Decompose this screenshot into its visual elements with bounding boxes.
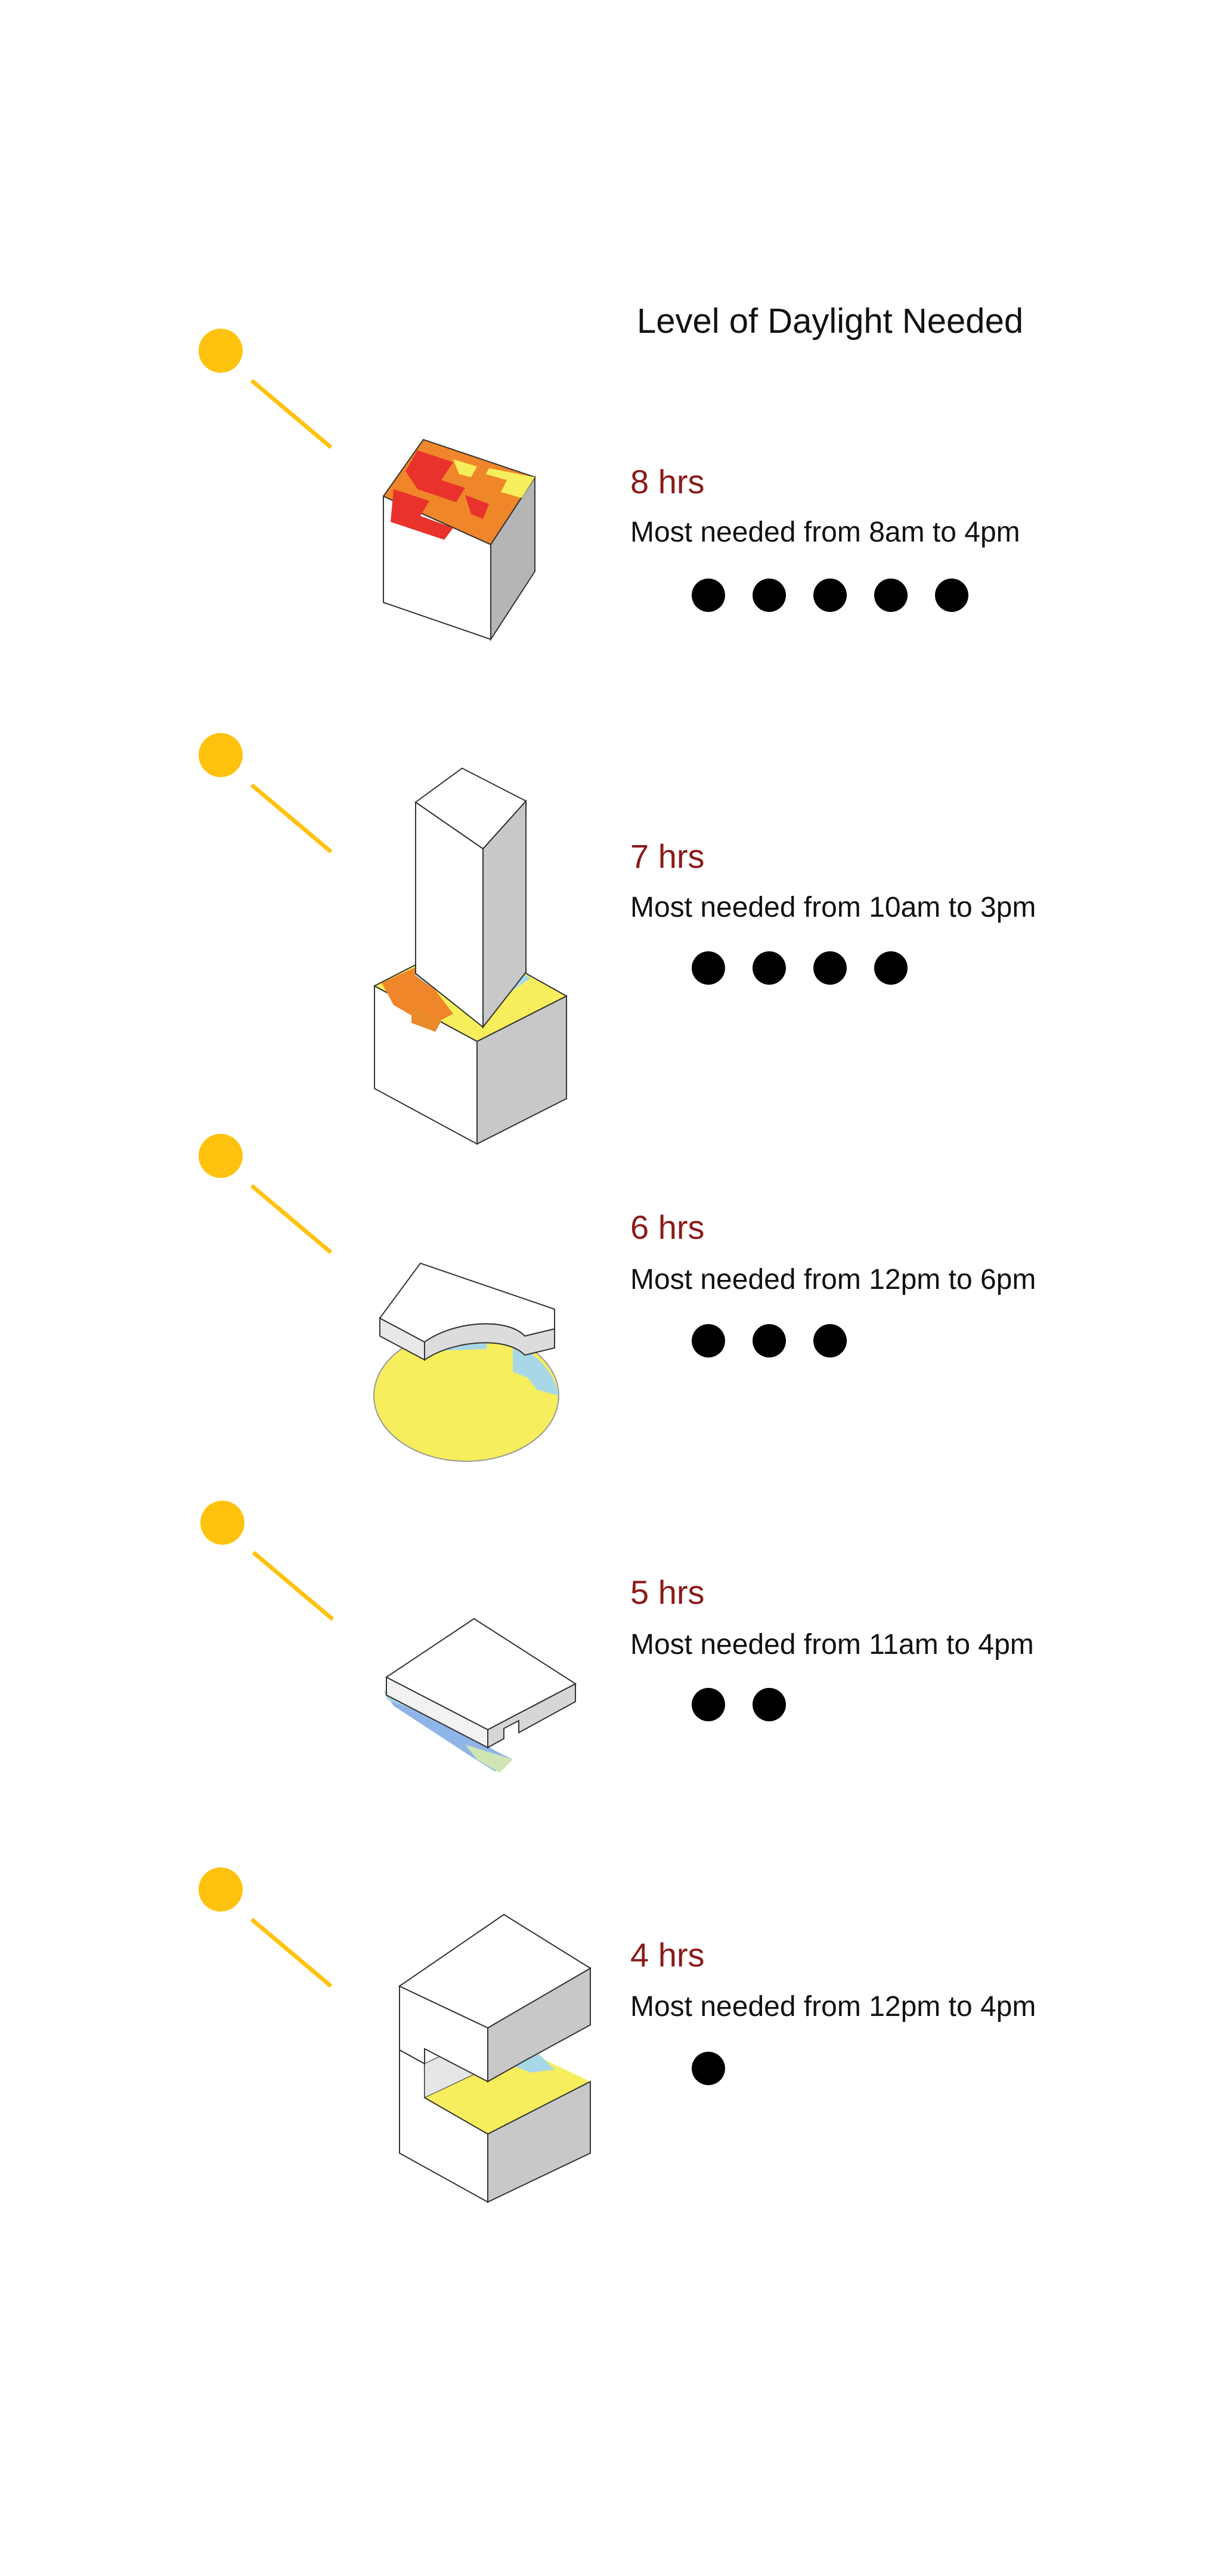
rating-dots — [692, 1324, 847, 1360]
rating-dots — [692, 951, 908, 987]
rating-dots — [692, 1688, 786, 1724]
rating-dot — [874, 579, 908, 612]
sun-icon — [199, 1134, 333, 1254]
hours-label: 6 hrs — [630, 1208, 705, 1246]
level-section-5hrs: 5 hrs Most needed from 11am to 4pm — [0, 0, 1223, 1721]
hours-label: 4 hrs — [630, 1936, 705, 1974]
rating-dot — [753, 579, 786, 612]
rating-dot — [753, 951, 786, 985]
rating-dot — [692, 951, 725, 985]
hours-description: Most needed from 10am to 3pm — [630, 892, 1036, 923]
rating-dot — [813, 1324, 847, 1357]
rating-dot — [874, 951, 908, 985]
canopy-building-icon — [373, 1262, 559, 1462]
hours-description: Most needed from 12pm to 4pm — [630, 1991, 1036, 2023]
hours-label: 5 hrs — [630, 1573, 705, 1611]
rating-dot — [813, 579, 847, 612]
slab-building-icon — [383, 1618, 577, 1773]
rating-dot — [935, 579, 968, 612]
rating-dot — [692, 579, 725, 612]
rating-dot — [692, 1688, 725, 1721]
rating-dot — [753, 1688, 786, 1721]
rating-dot — [753, 1324, 786, 1357]
level-section-8hrs: 8 hrs Most needed from 8am to 4pm — [0, 0, 1223, 612]
sun-icon — [199, 329, 333, 449]
hours-label: 7 hrs — [630, 837, 705, 875]
rating-dots — [692, 579, 968, 614]
rating-dots — [692, 2052, 725, 2088]
level-section-6hrs: 6 hrs Most needed from 12pm to 6pm — [0, 0, 1223, 1357]
level-section-4hrs: 4 hrs Most needed from 12pm to 4pm — [0, 0, 1223, 2085]
cube-building-icon — [382, 438, 536, 642]
tower-building-icon — [373, 767, 568, 1145]
diagram-title: Level of Daylight Needed — [637, 302, 1024, 341]
sun-icon — [199, 733, 333, 853]
c-shaped-building-icon — [398, 1913, 592, 2203]
sun-icon — [199, 1867, 333, 1988]
level-section-7hrs: 7 hrs Most needed from 10am to 3pm — [0, 0, 1223, 985]
rating-dot — [813, 951, 847, 985]
hours-label: 8 hrs — [630, 463, 705, 500]
hours-description: Most needed from 12pm to 6pm — [630, 1264, 1036, 1295]
hours-description: Most needed from 11am to 4pm — [630, 1629, 1034, 1660]
sun-icon — [200, 1501, 335, 1621]
hours-description: Most needed from 8am to 4pm — [630, 517, 1020, 548]
rating-dot — [692, 1324, 725, 1357]
rating-dot — [692, 2052, 725, 2085]
